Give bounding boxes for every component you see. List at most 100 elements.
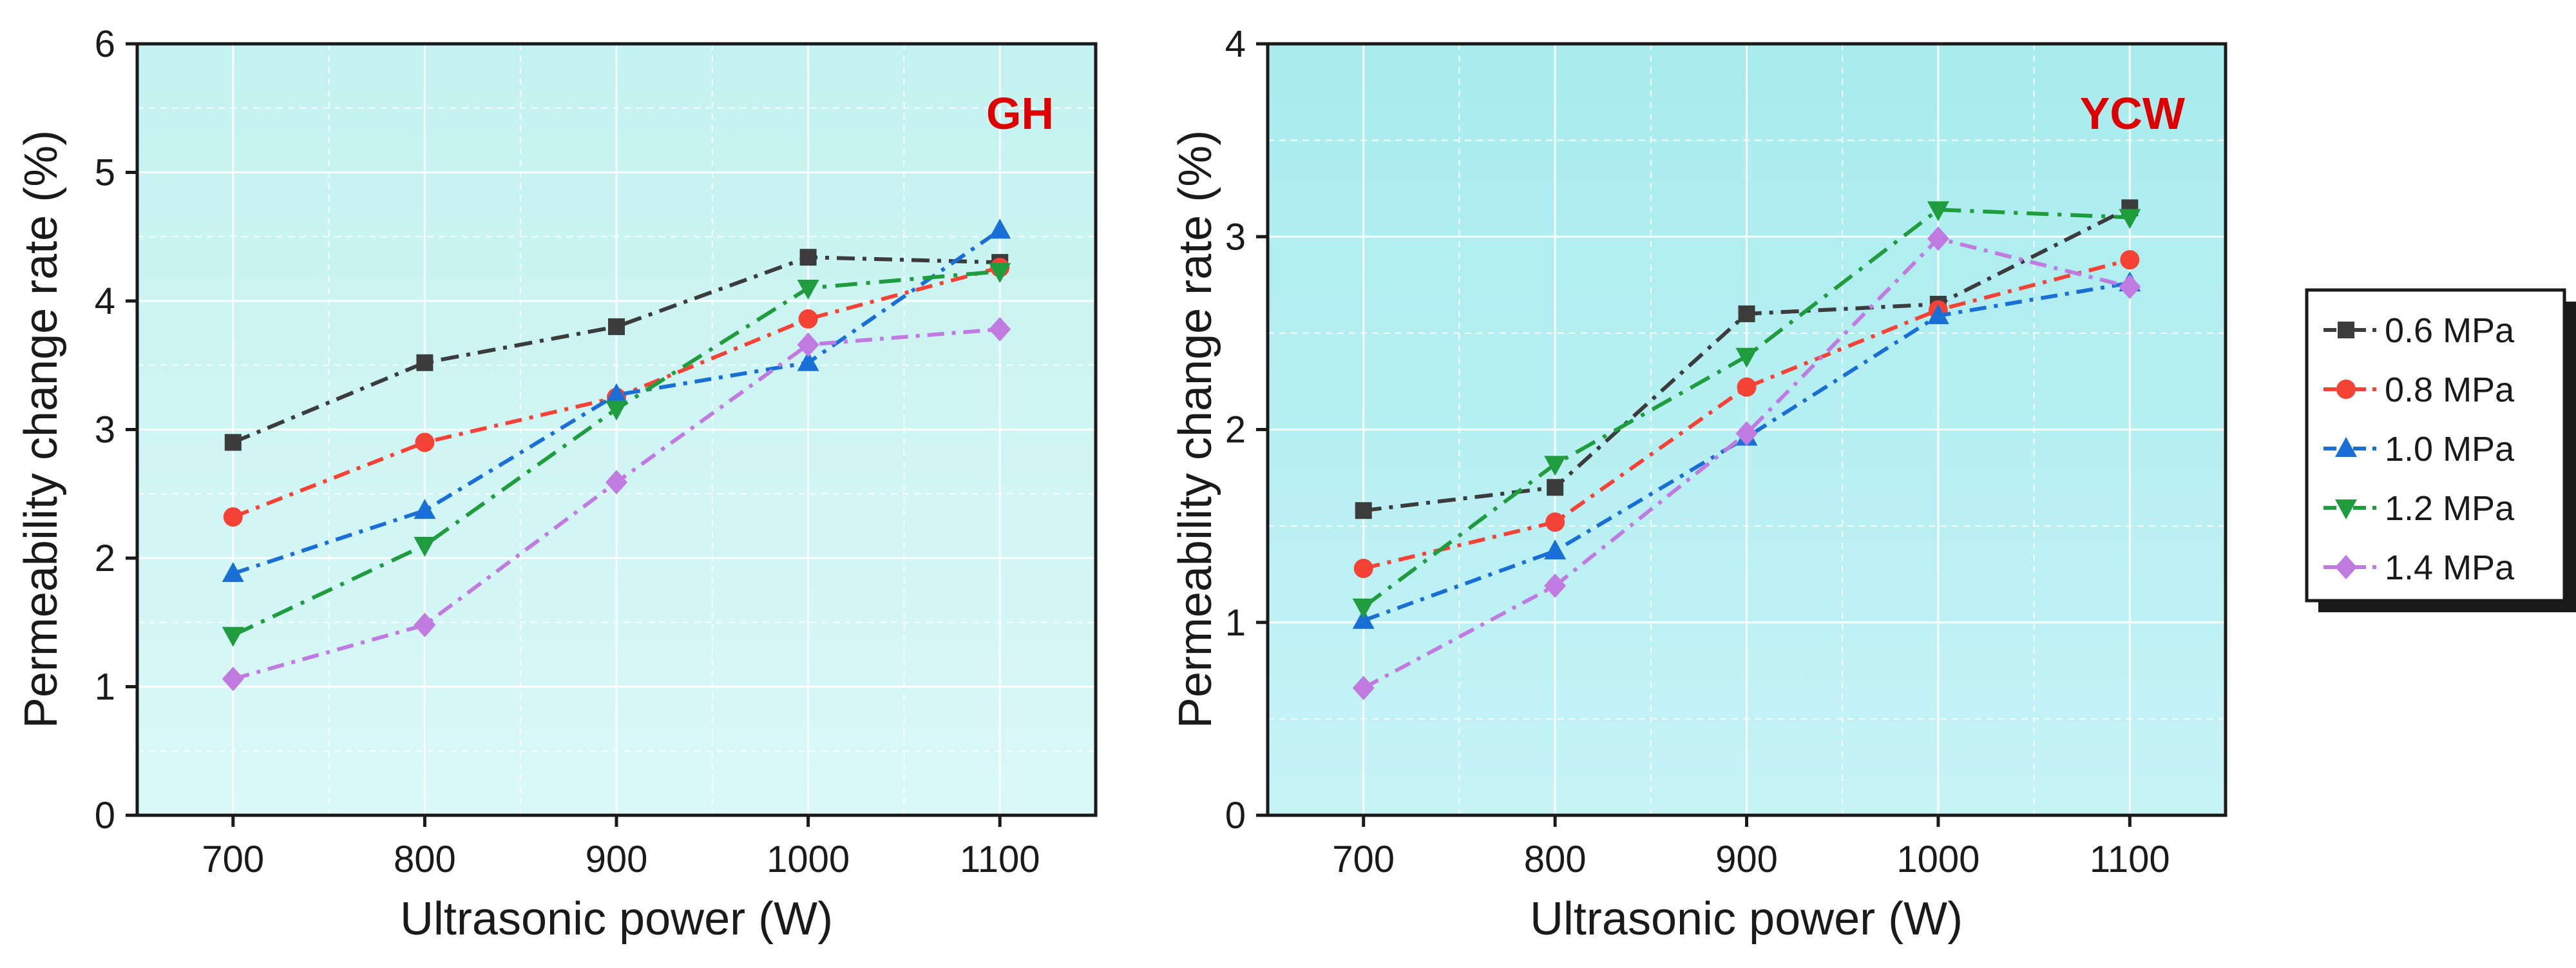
x-tick-label: 900 [586, 838, 648, 880]
y-tick-label: 0 [1225, 795, 1246, 837]
x-tick-label: 700 [1332, 838, 1395, 880]
legend-marker [2335, 555, 2357, 579]
data-point [1353, 558, 1373, 578]
x-axis-title: Ultrasonic power (W) [400, 893, 833, 945]
series-0_6-MPa [224, 249, 1009, 451]
x-tick-label: 800 [394, 838, 456, 880]
chart-panel-gh: 700 800 900 1000 1100 0 1 2 3 4 5 6 GH Ultrasonic p… [15, 23, 1098, 945]
x-tick-label: 700 [202, 838, 264, 880]
data-point [222, 666, 244, 692]
data-point [222, 626, 244, 647]
y-tick-label: 5 [95, 152, 115, 194]
y-tick-label: 3 [95, 409, 115, 451]
data-point [1545, 512, 1565, 532]
data-point [1352, 598, 1375, 619]
data-point [2120, 250, 2140, 270]
data-point [415, 432, 435, 452]
x-tick-label: 900 [1715, 838, 1778, 880]
legend-marker [2335, 437, 2357, 457]
data-point [223, 507, 243, 527]
data-point [2119, 209, 2141, 229]
data-point [222, 561, 244, 582]
legend-entries: 0.6 MPa 0.8 MPa 1.0 MPa 1.2 MPa 1.4 MPa [2323, 311, 2515, 587]
x-tick-label: 1100 [2090, 838, 2170, 880]
data-point [1547, 479, 1564, 496]
data-point [1355, 502, 1372, 519]
y-tick-label: 6 [95, 23, 115, 65]
legend-label: 1.2 MPa [2385, 489, 2515, 528]
grid-lines [1268, 44, 2226, 815]
x-tick-label: 1000 [1896, 838, 1980, 880]
grid-lines [137, 44, 1096, 815]
series-1_2-MPa [1352, 201, 2141, 619]
legend-label: 1.4 MPa [2385, 548, 2515, 587]
x-tick-label: 1000 [767, 838, 850, 880]
data-point [797, 332, 819, 357]
series-1_4-MPa [1352, 226, 2141, 701]
y-tick-label: 1 [95, 666, 115, 708]
series-1_4-MPa [222, 316, 1011, 692]
data-point [989, 316, 1011, 342]
data-point [1544, 456, 1567, 476]
y-axis-title: Permeability change rate (%) [15, 130, 67, 728]
legend-label: 1.0 MPa [2385, 430, 2515, 469]
data-point [414, 612, 436, 637]
data-point [608, 318, 625, 335]
legend-marker [2338, 322, 2354, 338]
y-tick-label: 3 [1225, 216, 1246, 258]
data-point [224, 434, 242, 451]
y-tick-label: 1 [1225, 602, 1246, 644]
y-axis-title: Permeability change rate (%) [1170, 130, 1221, 728]
series-group [1352, 199, 2141, 701]
data-point [1544, 573, 1567, 598]
x-axis-title: Ultrasonic power (W) [1530, 893, 1963, 945]
data-point [1927, 304, 1949, 324]
data-point [799, 249, 817, 266]
data-point [416, 354, 434, 371]
legend-label: 0.8 MPa [2385, 371, 2515, 409]
data-point [606, 383, 627, 403]
data-point [606, 400, 627, 421]
y-tick-label: 4 [1225, 23, 1246, 65]
panel-label: YCW [2080, 88, 2185, 139]
legend: 0.6 MPa 0.8 MPa 1.0 MPa 1.2 MPa 1.4 MPa [2305, 288, 2576, 612]
axis-ticks: 700 800 900 1000 1100 0 1 2 3 4 [1225, 23, 2170, 880]
data-point [1927, 201, 1949, 222]
data-point [797, 280, 819, 300]
data-point [1927, 226, 1949, 251]
data-point [1352, 608, 1375, 629]
series-1_0-MPa [222, 218, 1011, 582]
data-point [1737, 377, 1757, 397]
series-line [1362, 281, 2130, 623]
legend-marker [2336, 380, 2356, 399]
series-group [222, 218, 1011, 692]
data-point [414, 499, 436, 519]
data-point [1352, 675, 1375, 701]
y-tick-label: 2 [95, 537, 115, 579]
data-point [989, 263, 1011, 284]
chart-panel-ycw: 700 800 900 1000 1100 0 1 2 3 4 YCW Ultrasonic po… [1170, 23, 2228, 945]
series-line [1362, 237, 2131, 690]
y-tick-label: 4 [95, 280, 115, 322]
data-point [414, 537, 436, 557]
data-point [1735, 347, 1758, 368]
y-tick-label: 0 [95, 795, 115, 837]
legend-label: 0.6 MPa [2385, 311, 2515, 350]
x-tick-label: 1100 [960, 838, 1040, 880]
series-1_2-MPa [222, 263, 1011, 647]
x-tick-label: 800 [1524, 838, 1587, 880]
axis-ticks: 700 800 900 1000 1100 0 1 2 3 4 5 6 [95, 23, 1040, 880]
data-point [989, 218, 1011, 239]
y-tick-label: 2 [1225, 409, 1246, 451]
data-point [1738, 305, 1755, 322]
data-point [1735, 421, 1758, 446]
data-point [1544, 539, 1567, 560]
data-point [797, 351, 819, 371]
data-point [606, 470, 627, 495]
data-point [798, 309, 818, 329]
series-line [232, 228, 1001, 576]
panel-label: GH [986, 88, 1054, 139]
data-point [2119, 275, 2141, 300]
legend-marker [2335, 499, 2357, 519]
